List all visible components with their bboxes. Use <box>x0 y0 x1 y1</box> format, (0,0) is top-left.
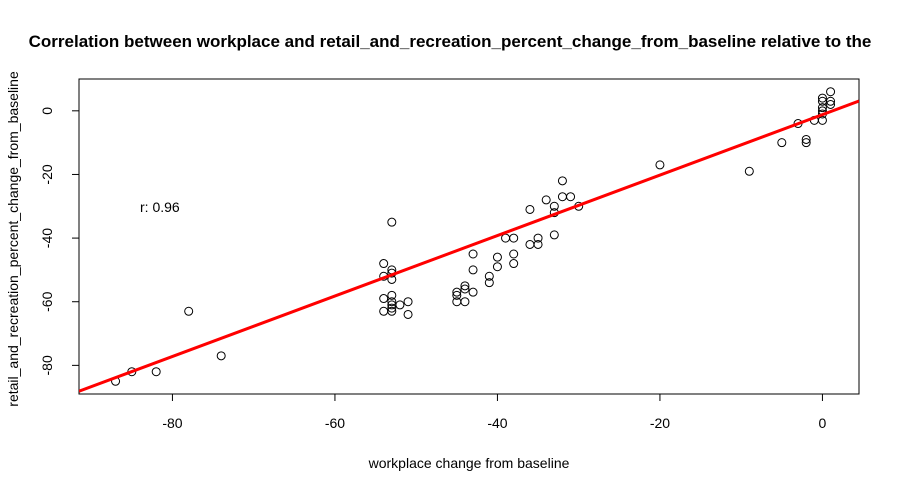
data-point <box>557 176 567 186</box>
data-point <box>525 239 535 249</box>
data-point <box>484 271 494 281</box>
data-point <box>566 192 576 202</box>
data-points <box>111 87 836 386</box>
data-point <box>744 166 754 176</box>
data-point <box>826 96 836 106</box>
data-point <box>549 230 559 240</box>
data-point <box>216 351 226 361</box>
data-point <box>557 192 567 202</box>
data-point <box>468 265 478 275</box>
data-point <box>379 294 389 304</box>
x-axis-label: workplace change from baseline <box>368 455 570 471</box>
y-tick-label: -40 <box>39 228 55 248</box>
data-point <box>452 290 462 300</box>
data-point <box>509 249 519 259</box>
plot-frame <box>78 78 860 395</box>
data-point <box>525 204 535 214</box>
x-tick-label: -60 <box>325 415 345 431</box>
data-point <box>151 367 161 377</box>
data-point <box>549 201 559 211</box>
data-point <box>777 138 787 148</box>
y-tick-label: -60 <box>39 291 55 311</box>
data-point <box>509 233 519 243</box>
data-point <box>817 115 827 125</box>
data-point <box>492 262 502 272</box>
data-point <box>468 287 478 297</box>
data-point <box>655 160 665 170</box>
data-point <box>492 252 502 262</box>
data-point <box>403 309 413 319</box>
data-point <box>541 195 551 205</box>
data-point <box>533 239 543 249</box>
data-point <box>379 259 389 269</box>
data-point <box>801 138 811 148</box>
data-point <box>379 306 389 316</box>
data-point <box>817 93 827 103</box>
x-tick-label: -20 <box>650 415 670 431</box>
data-point <box>387 303 397 313</box>
data-point <box>501 233 511 243</box>
data-point <box>826 99 836 109</box>
data-point <box>452 287 462 297</box>
data-point <box>484 278 494 288</box>
y-axis-label: retail_and_recreation_percent_change_fro… <box>5 71 21 407</box>
data-point <box>460 297 470 307</box>
data-point <box>184 306 194 316</box>
data-point <box>817 103 827 113</box>
correlation-annotation: r: 0.96 <box>140 199 180 215</box>
y-axis: 0 -20 -40 -60 -80 <box>39 107 79 375</box>
data-point <box>460 281 470 291</box>
data-point <box>509 259 519 269</box>
x-tick-label: -80 <box>162 415 182 431</box>
x-tick-label: 0 <box>819 415 827 431</box>
data-point <box>387 306 397 316</box>
data-point <box>395 300 405 310</box>
data-point <box>801 134 811 144</box>
data-point <box>826 87 836 97</box>
data-point <box>460 284 470 294</box>
y-tick-label: 0 <box>39 107 55 115</box>
x-tick-label: -40 <box>487 415 507 431</box>
chart-title: Correlation between workplace and retail… <box>29 32 872 51</box>
data-point <box>387 297 397 307</box>
regression-line <box>79 99 859 393</box>
y-tick-label: -80 <box>39 355 55 375</box>
y-tick-label: -20 <box>39 164 55 184</box>
data-point <box>533 233 543 243</box>
data-point <box>468 249 478 259</box>
data-point <box>387 290 397 300</box>
data-point <box>387 217 397 227</box>
x-axis: -80 -60 -40 -20 0 <box>162 394 827 431</box>
data-point <box>403 297 413 307</box>
